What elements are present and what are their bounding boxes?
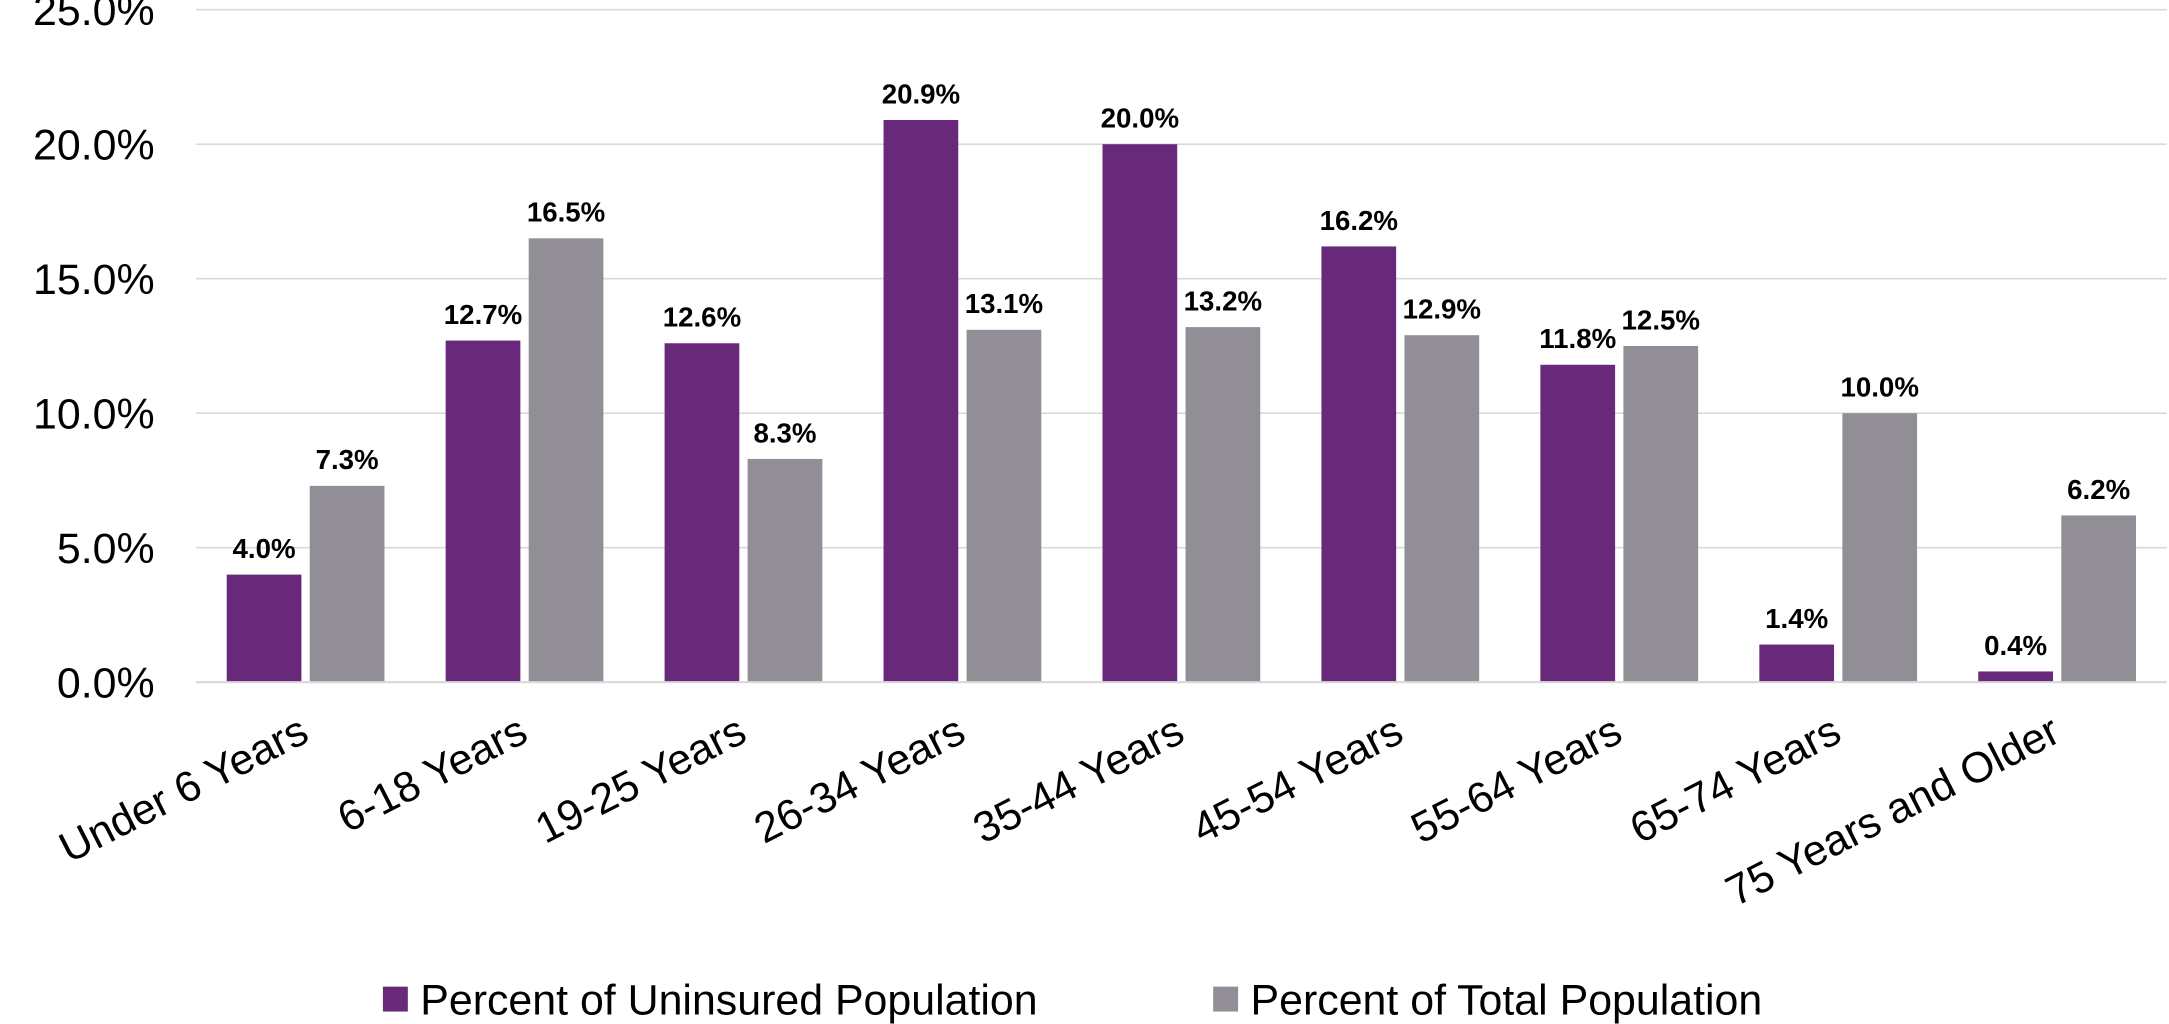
bar: [883, 119, 959, 683]
data-label: 12.6%: [663, 302, 741, 333]
y-tick-label: 5.0%: [57, 525, 155, 573]
bar: [747, 458, 823, 683]
bar: [1978, 671, 2053, 683]
data-label: 20.9%: [882, 78, 960, 109]
legend-label: Percent of Total Population: [1251, 976, 1763, 1024]
data-label: 6.2%: [2067, 474, 2130, 505]
data-label: 12.7%: [444, 299, 522, 330]
data-label: 20.0%: [1101, 103, 1179, 134]
bar: [1540, 364, 1616, 683]
y-tick-label: 0.0%: [57, 659, 155, 707]
bar: [1759, 644, 1835, 683]
data-label: 13.1%: [965, 288, 1043, 319]
bar: [1623, 345, 1699, 683]
data-label: 11.8%: [1539, 323, 1616, 354]
x-tick-label: 6-18 Years: [330, 706, 534, 842]
bar: [2061, 515, 2137, 683]
bar: [1102, 144, 1178, 683]
data-label: 7.3%: [316, 444, 379, 475]
data-label: 0.4%: [1984, 630, 2047, 661]
bar: [1842, 413, 1918, 683]
bar: [445, 340, 521, 683]
data-label: 12.5%: [1622, 304, 1700, 335]
data-label: 16.5%: [527, 197, 605, 228]
y-tick-label: 20.0%: [33, 121, 155, 169]
legend-swatch: [382, 986, 408, 1012]
data-label: 4.0%: [233, 533, 296, 564]
bar: [664, 343, 740, 683]
bar: [226, 574, 302, 683]
x-tick-label: 26-34 Years: [747, 706, 973, 853]
bar: [966, 329, 1042, 683]
y-tick-label: 10.0%: [33, 390, 155, 438]
data-label: 8.3%: [753, 417, 816, 448]
data-label: 1.4%: [1765, 603, 1828, 634]
data-label: 10.0%: [1841, 372, 1919, 403]
x-tick-label: 45-54 Years: [1185, 706, 1411, 853]
bar: [528, 238, 604, 683]
x-tick-label: 35-44 Years: [966, 706, 1192, 853]
x-tick-label: 55-64 Years: [1404, 706, 1630, 853]
legend-label: Percent of Uninsured Population: [420, 976, 1037, 1024]
y-tick-label: 15.0%: [33, 256, 155, 304]
bar: [1185, 327, 1261, 683]
y-tick-label: 25.0%: [33, 0, 155, 35]
bar: [1404, 335, 1480, 683]
bar: [309, 485, 385, 683]
x-tick-label: 19-25 Years: [528, 706, 754, 853]
legend-swatch: [1213, 986, 1239, 1012]
x-tick-label: Under 6 Years: [52, 706, 316, 872]
bar: [1321, 246, 1397, 683]
data-label: 12.9%: [1403, 294, 1481, 325]
data-label: 16.2%: [1320, 205, 1398, 236]
data-label: 13.2%: [1184, 286, 1262, 317]
